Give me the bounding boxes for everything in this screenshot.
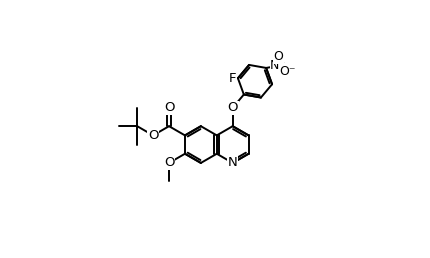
Text: N: N xyxy=(227,156,237,170)
Text: O: O xyxy=(147,129,158,142)
Text: O⁻: O⁻ xyxy=(279,65,295,78)
Text: O: O xyxy=(163,156,174,170)
Text: O: O xyxy=(227,101,237,114)
Text: F: F xyxy=(228,72,236,85)
Text: N⁺: N⁺ xyxy=(270,59,286,72)
Text: O: O xyxy=(273,50,283,63)
Text: O: O xyxy=(163,101,174,114)
